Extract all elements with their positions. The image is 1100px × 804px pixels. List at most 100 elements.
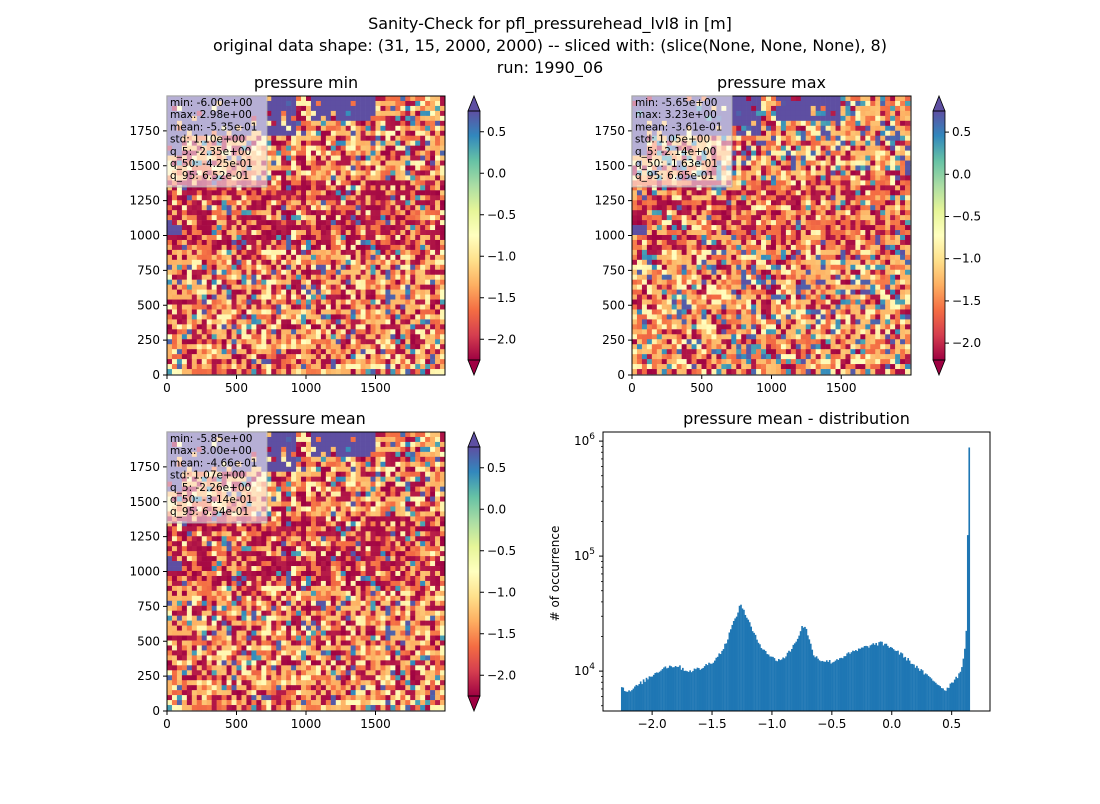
stats-line: q_95: 6.52e-01 [170, 170, 249, 182]
figure-title-line-1: Sanity-Check for pfl_pressurehead_lvl8 i… [368, 14, 732, 34]
colorbar-frame [467, 110, 481, 361]
x-tick-label: −2.0 [638, 717, 667, 731]
histogram-bar [868, 647, 870, 711]
histogram-bar [732, 621, 735, 711]
histogram-bar [628, 690, 630, 711]
y-axis-label: # of occurrence [548, 526, 562, 622]
y-tick-label: 105 [574, 547, 595, 563]
histogram-bar [747, 619, 750, 711]
histogram-bar [968, 447, 971, 711]
x-tick-label: 0.0 [882, 717, 901, 731]
colorbar-frame [467, 446, 481, 697]
histogram-bar [668, 665, 671, 711]
histogram-bar [913, 664, 915, 711]
y-tick-label: 250 [137, 669, 160, 683]
colorbar-extend-min [467, 359, 481, 377]
histogram-bar [764, 651, 767, 711]
histogram-bar [828, 660, 831, 711]
histogram-bar [953, 679, 956, 711]
histogram-bar [855, 650, 857, 711]
axes-frame [602, 431, 991, 712]
histogram-bar [715, 657, 718, 711]
histogram-bar [780, 659, 783, 711]
figure-title: Sanity-Check for pfl_pressurehead_lvl8 i… [213, 14, 887, 78]
x-tick-label: 1500 [360, 717, 391, 731]
colorbar-gradient [933, 111, 945, 360]
x-tick-label: −0.5 [817, 717, 846, 731]
histogram-bar [869, 645, 872, 711]
x-tick-label: 0.5 [942, 717, 961, 731]
histogram-bar [856, 651, 859, 711]
histogram-bar [724, 643, 726, 711]
stats-line: q_95: 6.65e-01 [635, 170, 714, 182]
histogram-bar [881, 641, 883, 711]
histogram-bar [770, 656, 773, 711]
histogram-bar [903, 657, 905, 711]
histogram-bar [689, 670, 691, 711]
histogram-bar [872, 643, 875, 711]
histogram-bar [767, 654, 770, 711]
histogram-bar [679, 665, 681, 711]
colorbar-tick-label: −1.5 [487, 627, 516, 641]
histogram-bar [895, 651, 898, 711]
stats-line: q_50: -1.63e-01 [635, 158, 718, 170]
panel-title: pressure min [254, 73, 358, 92]
histogram-bar [756, 639, 758, 711]
histogram-bar [634, 686, 636, 711]
histogram-bar [901, 653, 904, 711]
histogram-bar [876, 645, 879, 711]
histogram-bar [721, 650, 723, 711]
histogram-bar [684, 670, 687, 711]
y-tick-label: 106 [574, 432, 595, 448]
histogram-bar [943, 690, 946, 711]
histogram-bar [962, 658, 965, 711]
histogram-bar [671, 667, 674, 711]
histogram-bar [831, 662, 834, 711]
histogram-bar [812, 655, 815, 711]
histogram-bar [818, 660, 821, 711]
heatmap-panel-1: pressure min 0 500 1000 1500 0 250 500 750 1000 12… [129, 73, 516, 395]
histogram-bar [650, 676, 652, 711]
histogram-bar [839, 658, 841, 711]
histogram-bar [769, 656, 771, 711]
histogram-bar [945, 690, 947, 711]
x-tick-label: 500 [225, 381, 248, 395]
histogram-bar [833, 661, 835, 711]
histogram-bar [766, 654, 768, 711]
stats-line: min: -5.85e+00 [170, 433, 252, 445]
histogram-bar [639, 681, 642, 711]
y-tick-label: 1750 [129, 460, 160, 474]
y-tick-label: 1500 [129, 159, 160, 173]
x-tick-label: 500 [225, 717, 248, 731]
y-tick-label: 104 [574, 662, 595, 678]
histogram-bar [841, 658, 844, 711]
histogram-bar [949, 683, 952, 711]
histogram-bar [809, 643, 812, 711]
histogram-bar [932, 680, 934, 711]
histogram-bar [626, 691, 629, 711]
colorbar-tick-label: 0.5 [487, 461, 506, 475]
histogram-bar [801, 626, 803, 711]
histogram-bar [964, 648, 966, 711]
stats-box-bg [631, 95, 733, 188]
histogram-bar [760, 648, 763, 711]
histogram-bar [834, 660, 837, 711]
histogram-bar [743, 609, 745, 711]
x-tick-label: 1000 [291, 717, 322, 731]
histogram-bar [846, 653, 848, 711]
histogram-bar [651, 676, 654, 711]
figure-title-line-3: run: 1990_06 [497, 58, 603, 78]
histogram-bar [887, 645, 889, 711]
y-tick-label: 0 [152, 368, 160, 382]
histogram-bar [942, 688, 944, 711]
histogram-bar [692, 670, 694, 711]
histogram-bar [897, 650, 899, 711]
histogram-bar [900, 652, 902, 711]
histogram-bar [773, 658, 776, 711]
x-tick-label: 0 [628, 381, 636, 395]
histogram-bar [966, 535, 969, 711]
stats-box-bg [166, 431, 268, 524]
stats-line: mean: -5.35e-01 [170, 121, 257, 133]
colorbar-tick-label: −1.0 [487, 249, 516, 263]
